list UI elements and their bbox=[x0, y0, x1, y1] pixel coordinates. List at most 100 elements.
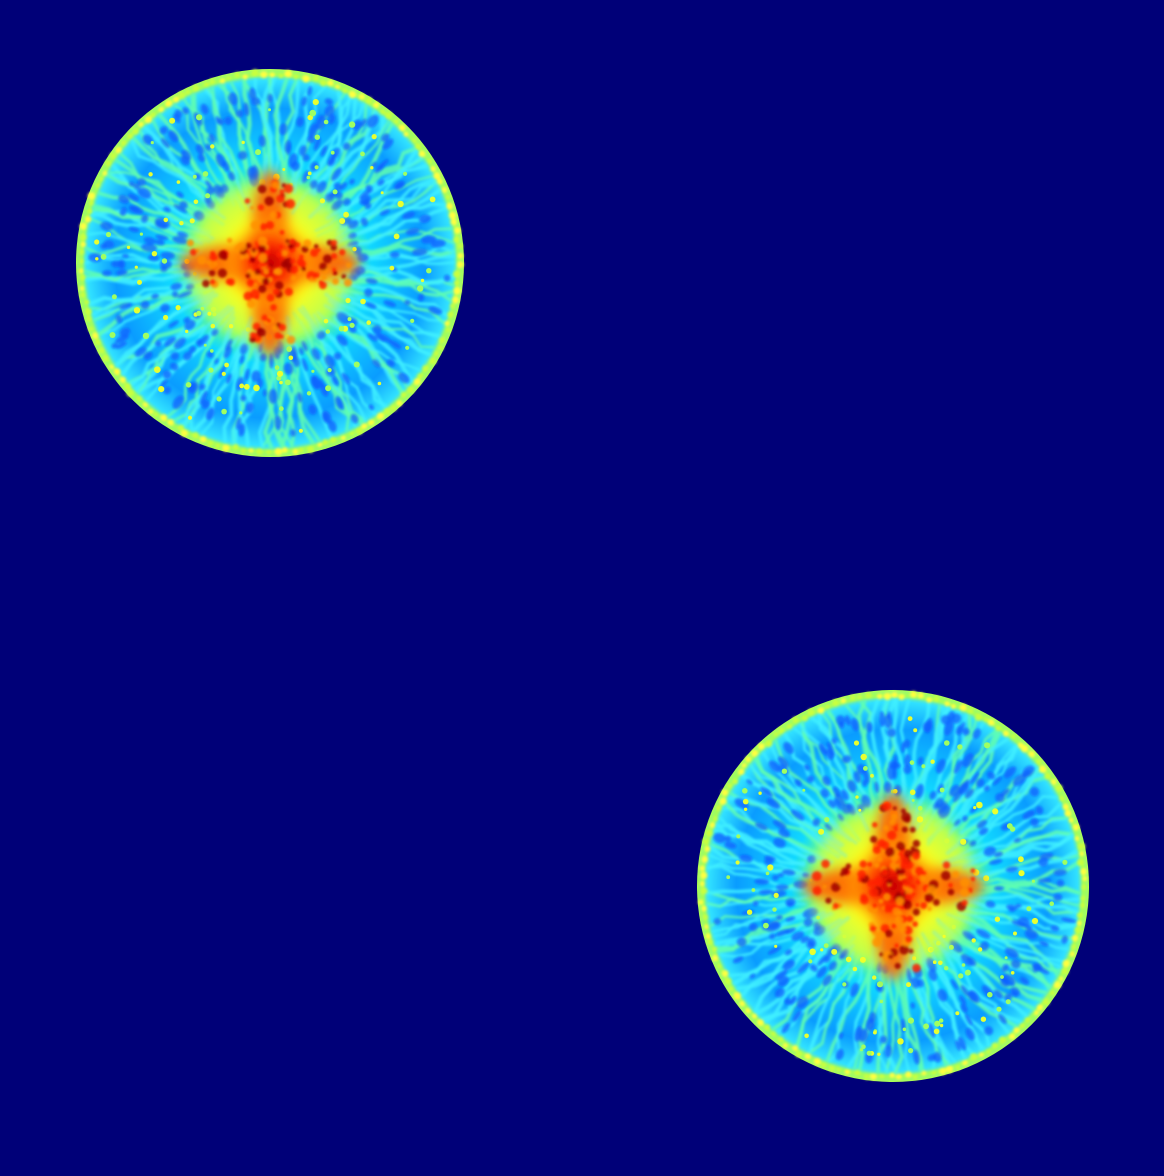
void-cell bbox=[246, 402, 255, 414]
void-cell bbox=[986, 771, 996, 780]
void-cell bbox=[824, 823, 833, 831]
void-cell bbox=[148, 254, 160, 262]
ring-bead bbox=[955, 1065, 961, 1070]
void-cell bbox=[240, 395, 247, 402]
void-cell bbox=[784, 949, 793, 956]
void-cell bbox=[998, 1014, 1007, 1024]
void-cell bbox=[913, 1049, 920, 1065]
void-cell bbox=[809, 964, 818, 972]
ring-bead bbox=[944, 701, 950, 707]
void-cell bbox=[174, 109, 183, 119]
void-cell bbox=[922, 721, 933, 733]
ring-bead bbox=[447, 311, 454, 318]
void-cell bbox=[102, 270, 112, 277]
knot bbox=[349, 322, 355, 328]
void-cell bbox=[1061, 935, 1069, 944]
knot bbox=[105, 231, 112, 238]
void-cell bbox=[1004, 993, 1013, 1002]
void-cell bbox=[286, 143, 292, 156]
ring-bead bbox=[414, 143, 422, 150]
void-cell bbox=[248, 87, 257, 101]
void-cell bbox=[1001, 964, 1009, 972]
ring-bead bbox=[192, 84, 200, 92]
knot bbox=[347, 317, 352, 322]
void-cell bbox=[215, 153, 226, 168]
core-speck bbox=[891, 923, 897, 929]
knot bbox=[109, 332, 116, 338]
knot bbox=[823, 943, 829, 948]
void-cell bbox=[389, 251, 400, 259]
void-cell bbox=[838, 721, 845, 729]
core-speck bbox=[239, 255, 245, 260]
ring-bead bbox=[1011, 734, 1016, 739]
void-cell bbox=[777, 756, 789, 768]
void-cell bbox=[398, 372, 410, 384]
ring-bead bbox=[177, 424, 184, 432]
void-cell bbox=[1004, 766, 1017, 779]
void-cell bbox=[932, 1051, 942, 1063]
core-speck bbox=[250, 205, 254, 210]
void-cell bbox=[724, 841, 737, 849]
void-cell bbox=[772, 874, 779, 881]
void-cell bbox=[251, 370, 261, 383]
void-cell bbox=[1015, 903, 1022, 908]
void-cell bbox=[1022, 769, 1031, 778]
void-cell bbox=[128, 226, 140, 233]
knot bbox=[323, 119, 329, 125]
core-speck bbox=[941, 870, 951, 881]
filament bbox=[961, 773, 1044, 842]
filament bbox=[792, 726, 843, 811]
ring-bead bbox=[79, 222, 87, 230]
core-speck bbox=[250, 220, 260, 230]
core-speck bbox=[258, 253, 268, 263]
void-cell bbox=[119, 302, 132, 310]
ring-bead bbox=[88, 200, 94, 206]
knot bbox=[169, 117, 176, 124]
ring-bead bbox=[832, 699, 840, 707]
ring-bead bbox=[234, 72, 240, 78]
void-cell bbox=[279, 123, 288, 136]
ring-bead bbox=[123, 382, 132, 391]
ring-bead bbox=[144, 115, 152, 124]
knot bbox=[403, 171, 408, 176]
core-speck bbox=[209, 279, 216, 285]
void-cell bbox=[775, 884, 789, 891]
knot bbox=[274, 365, 280, 370]
void-cell bbox=[1037, 966, 1050, 975]
ring-bead bbox=[1055, 784, 1063, 792]
void-cell bbox=[141, 214, 149, 223]
void-cell bbox=[929, 790, 937, 800]
core-speck bbox=[208, 260, 218, 269]
knot bbox=[330, 150, 335, 155]
ring-bead bbox=[355, 427, 363, 435]
knot bbox=[774, 944, 778, 948]
filament bbox=[724, 801, 828, 858]
void-cell bbox=[955, 725, 962, 735]
void-cell bbox=[115, 334, 130, 344]
core-speck bbox=[265, 221, 275, 230]
void-cell bbox=[119, 327, 131, 337]
void-cell bbox=[218, 365, 226, 379]
void-cell bbox=[773, 837, 786, 848]
core-speck bbox=[886, 878, 893, 885]
void-cell bbox=[797, 962, 810, 974]
void-cell bbox=[776, 914, 783, 921]
ring-bead bbox=[167, 419, 174, 426]
void-cell bbox=[159, 126, 168, 135]
void-cell bbox=[137, 178, 146, 186]
knot bbox=[911, 798, 915, 802]
knot bbox=[958, 973, 964, 979]
core-speck bbox=[341, 274, 347, 279]
ring-bead bbox=[142, 402, 148, 408]
ring-bead bbox=[863, 1074, 870, 1080]
void-cell bbox=[103, 239, 115, 249]
ring-bead bbox=[80, 241, 87, 248]
void-cell bbox=[785, 916, 796, 922]
void-cell bbox=[443, 274, 451, 282]
knot bbox=[1013, 931, 1017, 936]
core-speck bbox=[897, 875, 904, 881]
knot bbox=[743, 807, 748, 811]
core-speck bbox=[906, 915, 914, 923]
ring-bead bbox=[804, 1053, 811, 1060]
void-cell bbox=[837, 813, 844, 822]
